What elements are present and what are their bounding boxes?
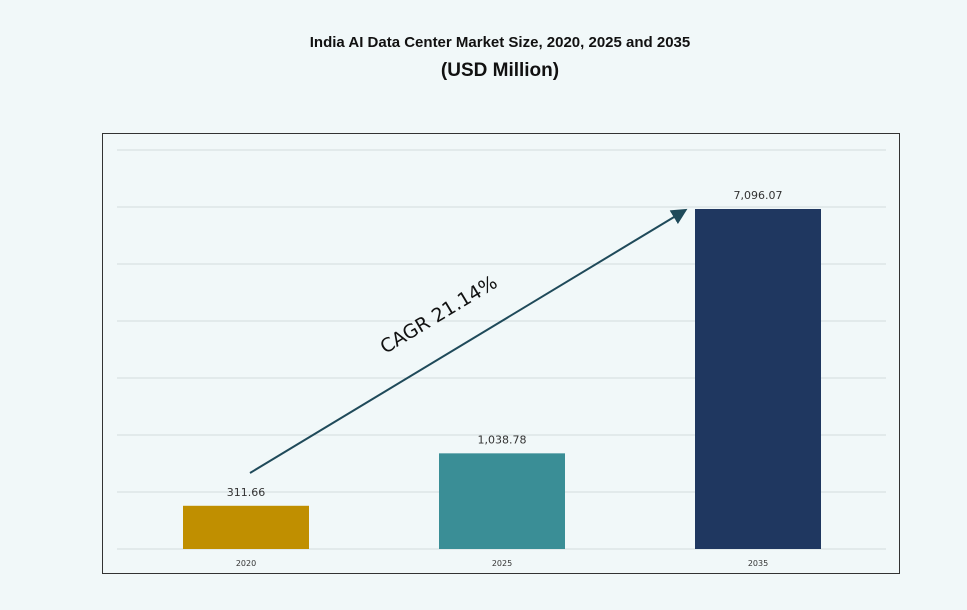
data-label: 7,096.07 xyxy=(734,189,783,202)
chart-subtitle: (USD Million) xyxy=(440,60,560,81)
x-tick-label: 2035 xyxy=(748,559,768,568)
data-label: 1,038.78 xyxy=(478,433,527,446)
bar-2025 xyxy=(439,453,565,549)
chart-title: India AI Data Center Market Size, 2020, … xyxy=(309,34,691,51)
x-tick-label: 2020 xyxy=(236,559,256,568)
bar-2035 xyxy=(695,209,821,549)
data-label: 311.66 xyxy=(227,486,266,499)
bar-2020 xyxy=(183,505,309,549)
cagr-annotation: CAGR 21.14% xyxy=(377,271,502,358)
cagr-arrow xyxy=(249,208,688,474)
x-tick-label: 2025 xyxy=(492,559,512,568)
plot-frame xyxy=(102,133,900,574)
